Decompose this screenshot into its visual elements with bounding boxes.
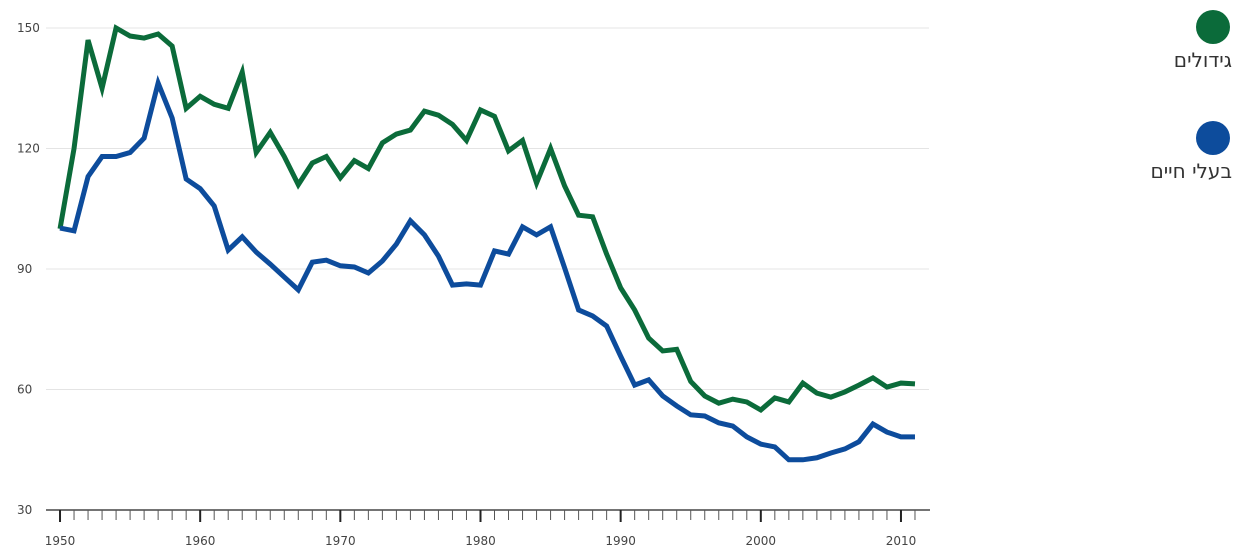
legend-label: גידולים [1174,48,1232,72]
y-tick-label: 90 [17,262,32,276]
x-tick-label: 1950 [45,534,76,548]
line-series [59,74,915,463]
y-tick-label: 120 [17,142,40,156]
legend-label: בעלי חיים [1150,159,1232,183]
x-tick-label: 1980 [465,534,496,548]
x-tick-label: 1970 [325,534,356,548]
x-tick-label: 1960 [185,534,216,548]
x-tick-label: 1990 [605,534,636,548]
x-tick-label: 2000 [746,534,777,548]
legend-swatch [1196,10,1230,44]
legend-swatch [1196,121,1230,155]
y-tick-label: 30 [17,503,32,517]
line-series [57,24,916,414]
x-tick-label: 2010 [886,534,917,548]
y-tick-label: 150 [17,21,40,35]
y-tick-label: 60 [17,383,32,397]
